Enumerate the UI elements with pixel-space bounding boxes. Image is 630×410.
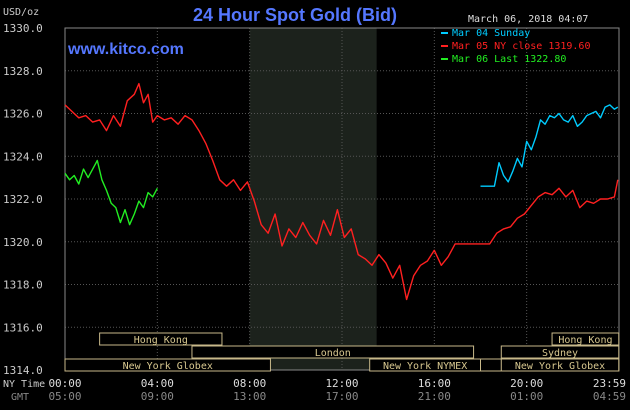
y-tick-label: 1316.0 bbox=[3, 321, 43, 334]
legend-swatch bbox=[441, 58, 448, 60]
x-tick-label-gmt: 21:00 bbox=[418, 390, 451, 403]
legend-entry: Mar 06 Last 1322.80 bbox=[452, 54, 566, 65]
y-tick-label: 1330.0 bbox=[3, 22, 43, 35]
session-label: Hong Kong bbox=[558, 335, 612, 346]
shaded-market-region bbox=[249, 28, 377, 370]
market-sessions: Hong Kong London New York Globex New York N… bbox=[64, 332, 620, 372]
x-tick-label-gmt: 09:00 bbox=[141, 390, 174, 403]
x-tick-label-gmt: 17:00 bbox=[325, 390, 358, 403]
chart-title: 24 Hour Spot Gold (Bid) bbox=[193, 5, 397, 25]
x-tick-label-gmt: 04:59 bbox=[593, 390, 626, 403]
session-box bbox=[64, 358, 271, 372]
session-box bbox=[551, 332, 620, 346]
y-tick-label: 1324.0 bbox=[3, 150, 43, 163]
x-tick-label-ny: 20:00 bbox=[510, 377, 543, 390]
timestamp: March 06, 2018 04:07 bbox=[468, 14, 588, 25]
x-tick-label-ny: 08:00 bbox=[233, 377, 266, 390]
session-box bbox=[191, 345, 475, 359]
series-line bbox=[480, 104, 619, 187]
session-label: London bbox=[315, 348, 351, 359]
session-box bbox=[500, 358, 620, 372]
x-tick-label-gmt: 01:00 bbox=[510, 390, 543, 403]
y-tick-label: 1314.0 bbox=[3, 364, 43, 377]
x-axis-label-gmt: GMT bbox=[11, 392, 29, 403]
y-tick-label: 1318.0 bbox=[3, 279, 43, 292]
y-tick-label: 1328.0 bbox=[3, 65, 43, 78]
unit-label: USD/oz bbox=[3, 7, 39, 18]
x-tick-label-gmt: 05:00 bbox=[48, 390, 81, 403]
series-line bbox=[64, 82, 619, 301]
session-box bbox=[500, 345, 620, 359]
session-label: New York Globex bbox=[123, 361, 213, 372]
x-tick-label-ny: 23:59 bbox=[593, 377, 626, 390]
x-axis-label-ny: NY Time bbox=[3, 379, 45, 390]
x-tick-label-ny: 00:00 bbox=[48, 377, 81, 390]
session-label: Sydney bbox=[542, 348, 578, 359]
plot-frame bbox=[64, 27, 620, 371]
y-tick-label: 1322.0 bbox=[3, 193, 43, 206]
legend-entry: Mar 04 Sunday bbox=[452, 28, 530, 39]
x-tick-label-ny: 16:00 bbox=[418, 377, 451, 390]
source-watermark: www.kitco.com bbox=[67, 41, 184, 58]
x-tick-label-gmt: 13:00 bbox=[233, 390, 266, 403]
session-box bbox=[99, 332, 223, 346]
session-label: New York NYMEX bbox=[383, 361, 467, 372]
y-tick-label: 1320.0 bbox=[3, 236, 43, 249]
series-line bbox=[64, 159, 158, 226]
session-label: New York Globex bbox=[515, 361, 605, 372]
series-lines bbox=[64, 82, 619, 301]
legend-swatch bbox=[441, 32, 448, 34]
y-tick-label: 1326.0 bbox=[3, 108, 43, 121]
y-axis-ticks: 1330.0 1328.0 1326.0 1324.0 1322.0 1320.0 1318… bbox=[3, 22, 43, 377]
x-tick-label-ny: 12:00 bbox=[325, 377, 358, 390]
legend: Mar 04 Sunday Mar 05 NY close 1319.60 Mar … bbox=[441, 28, 590, 65]
session-label: Hong Kong bbox=[134, 335, 188, 346]
legend-entry: Mar 05 NY close 1319.60 bbox=[452, 41, 590, 52]
x-tick-label-ny: 04:00 bbox=[141, 377, 174, 390]
legend-swatch bbox=[441, 45, 448, 47]
